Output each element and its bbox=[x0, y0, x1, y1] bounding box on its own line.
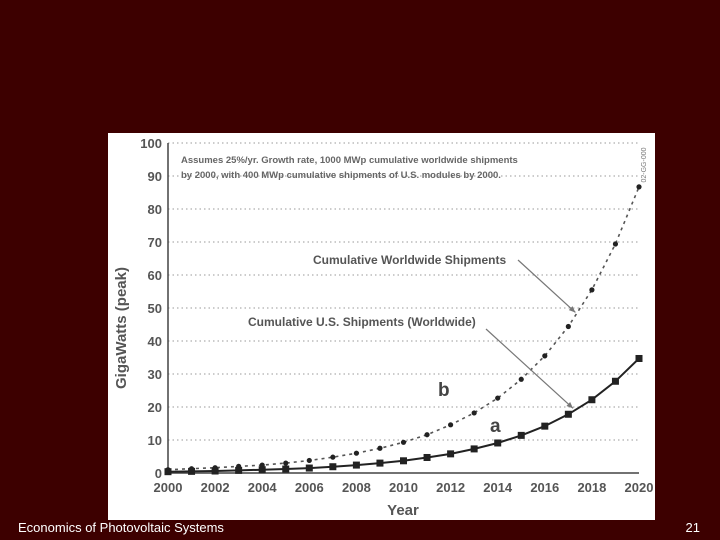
series-markers bbox=[164, 184, 643, 476]
series-a-point bbox=[541, 422, 549, 430]
chart-background bbox=[108, 133, 655, 520]
series-b-point bbox=[565, 323, 571, 330]
series-a-point bbox=[211, 467, 219, 475]
series-b-point bbox=[518, 376, 524, 382]
page-number: 21 bbox=[685, 520, 700, 535]
series-a-point bbox=[447, 450, 455, 458]
y-tick-label: 30 bbox=[148, 367, 162, 382]
series-a-point bbox=[235, 466, 243, 474]
assumption-note-line-1: Assumes 25%/yr. Growth rate, 1000 MWp cu… bbox=[181, 155, 518, 166]
series-label-b: b bbox=[438, 380, 450, 401]
y-tick-label: 0 bbox=[155, 466, 162, 481]
annotation-label: Cumulative Worldwide Shipments bbox=[313, 253, 506, 267]
chart-watermark: 02-GG-000 bbox=[641, 147, 648, 182]
series-b-point bbox=[330, 454, 336, 460]
series-a-point bbox=[494, 439, 502, 447]
y-axis-label: GigaWatts (peak) bbox=[113, 267, 130, 389]
series-a-point bbox=[352, 461, 360, 469]
x-tick-label: 2016 bbox=[530, 480, 559, 495]
series-b-point bbox=[636, 184, 642, 190]
x-tick-label: 2014 bbox=[483, 480, 513, 495]
series-a-point bbox=[611, 377, 619, 385]
y-tick-label: 10 bbox=[148, 433, 162, 448]
series-a-point bbox=[635, 354, 643, 362]
series-b-point bbox=[377, 445, 383, 451]
annotation-arrowhead bbox=[566, 401, 574, 409]
x-tick-label: 2006 bbox=[295, 480, 324, 495]
series-b-point bbox=[306, 457, 312, 464]
series-a-point bbox=[305, 464, 313, 472]
y-tick-label: 20 bbox=[148, 400, 162, 415]
annotation-label: Cumulative U.S. Shipments (Worldwide) bbox=[248, 315, 476, 329]
series-a-point bbox=[376, 459, 384, 467]
annotations: Cumulative Worldwide Shipments Cumulative… bbox=[248, 253, 576, 409]
series-a-point bbox=[188, 467, 196, 475]
y-tick-label: 40 bbox=[148, 334, 162, 349]
series-label-a: a bbox=[490, 416, 501, 437]
annotation-leader-line bbox=[517, 259, 576, 313]
x-tick-label: 2008 bbox=[342, 480, 371, 495]
x-tick-label: 2020 bbox=[625, 480, 654, 495]
series-a-point bbox=[564, 410, 572, 418]
y-tick-label: 50 bbox=[148, 301, 162, 316]
series-b-point bbox=[283, 460, 289, 466]
series-line-b bbox=[167, 186, 640, 471]
series-a-point bbox=[517, 431, 525, 439]
y-tick-label: 70 bbox=[148, 235, 162, 250]
x-axis-label: Year bbox=[387, 502, 419, 519]
x-tick-label: 2000 bbox=[154, 480, 183, 495]
y-tick-label: 100 bbox=[140, 136, 162, 151]
x-tick-labels: 2000 2002 2004 2006 2008 2010 2012 2014 2016 2018… bbox=[154, 480, 654, 495]
x-tick-label: 2002 bbox=[201, 480, 230, 495]
series-a-point bbox=[588, 396, 596, 404]
x-tick-label: 2004 bbox=[248, 480, 278, 495]
series-a-point bbox=[282, 465, 290, 473]
series-a-point bbox=[423, 453, 431, 461]
annotation-arrowhead bbox=[568, 306, 576, 313]
assumption-note-line-2: by 2000, with 400 MWp cumulative shipmen… bbox=[181, 170, 501, 181]
series-b-point bbox=[400, 439, 407, 445]
series-b-point bbox=[589, 287, 595, 293]
x-tick-label: 2018 bbox=[577, 480, 606, 495]
series-b-point bbox=[542, 353, 548, 359]
series-a-point bbox=[400, 457, 407, 465]
series-b-point bbox=[353, 450, 359, 456]
series-a-point bbox=[470, 445, 478, 453]
y-tick-label: 60 bbox=[148, 268, 162, 283]
annotation-leader-line bbox=[485, 328, 574, 409]
series-b-point bbox=[448, 422, 454, 428]
series-a-point bbox=[329, 463, 337, 471]
footer-title: Economics of Photovoltaic Systems bbox=[18, 520, 224, 535]
series-b-point bbox=[612, 241, 619, 247]
x-tick-label: 2010 bbox=[389, 480, 418, 495]
series-a-point bbox=[164, 468, 172, 476]
x-tick-label: 2012 bbox=[436, 480, 465, 495]
series-b-point bbox=[424, 432, 430, 438]
y-tick-labels: 0 10 20 30 40 50 60 70 80 90 100 bbox=[140, 136, 162, 481]
series-a-point bbox=[258, 466, 266, 474]
series-b-point bbox=[471, 410, 477, 416]
y-tick-label: 90 bbox=[148, 169, 162, 184]
y-tick-label: 80 bbox=[148, 202, 162, 217]
series-b-point bbox=[495, 395, 501, 401]
